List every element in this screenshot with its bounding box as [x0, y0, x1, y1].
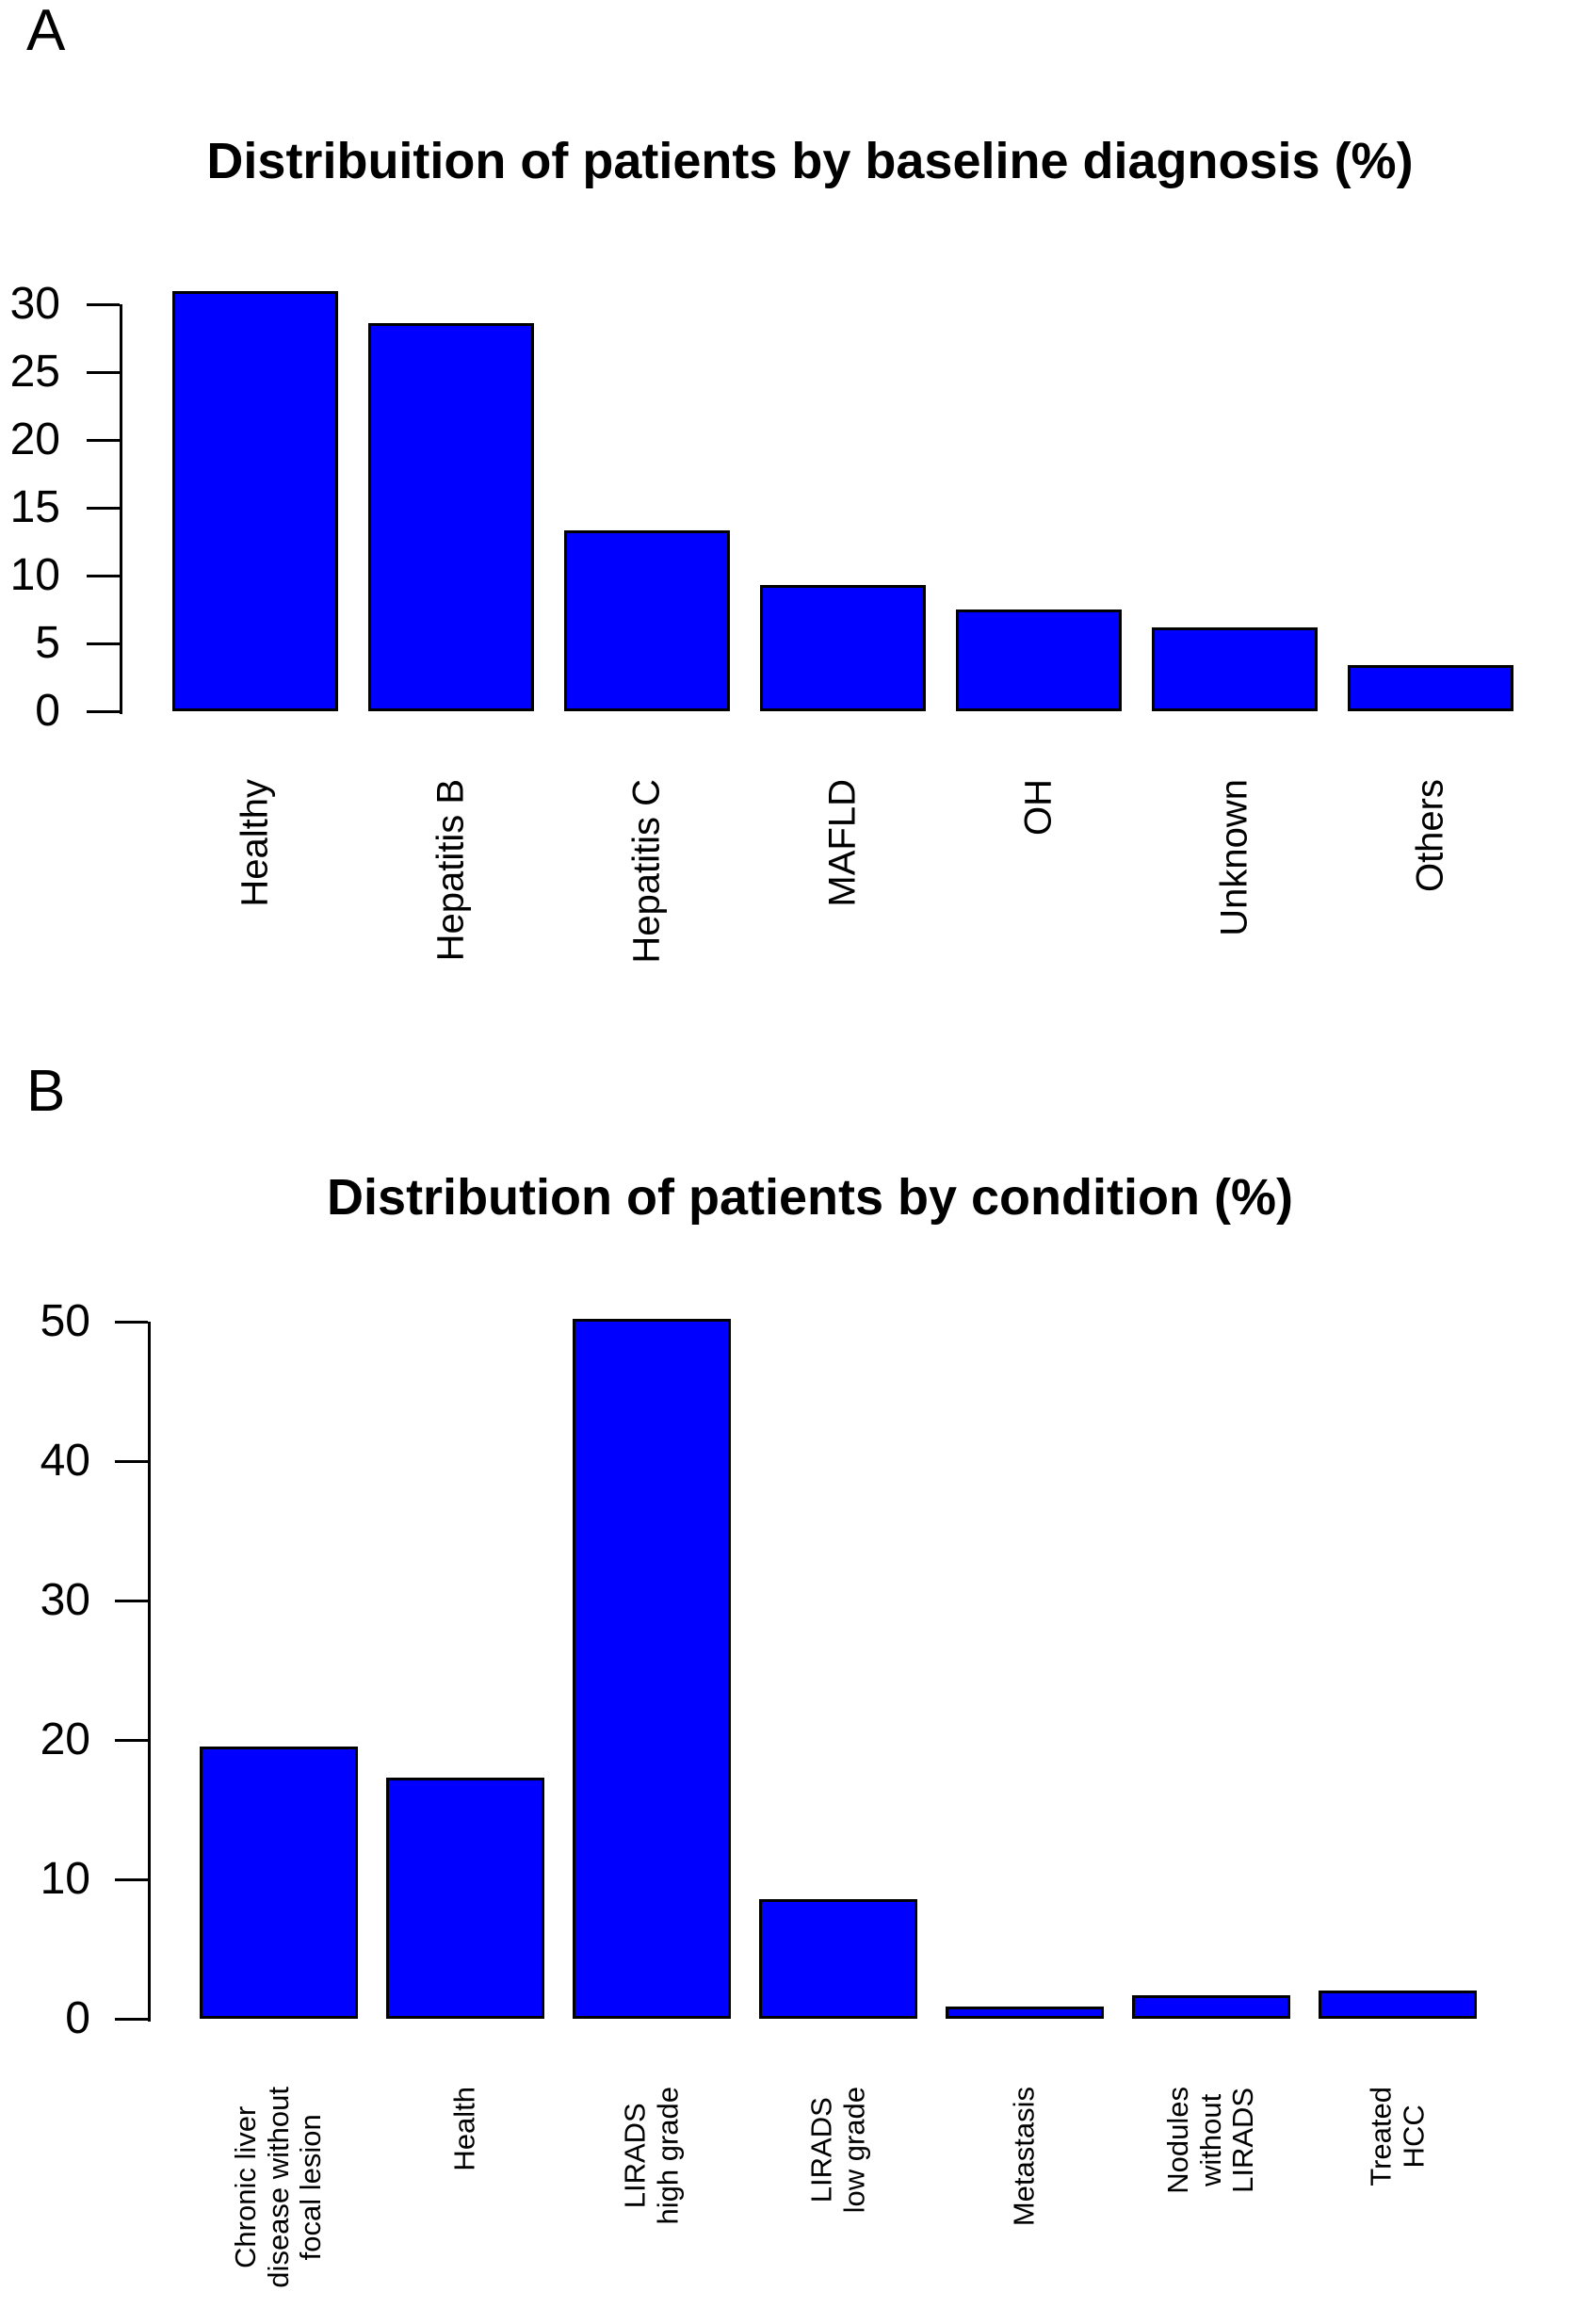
y-tick-mark: [87, 303, 120, 306]
chart-a-title: Distribuition of patients by baseline di…: [206, 133, 1414, 189]
bar-1: [386, 1778, 544, 2019]
y-tick-mark: [115, 1460, 148, 1463]
bar-3: [760, 585, 926, 711]
x-axis-label-2: LIRADS high grade: [618, 2087, 684, 2225]
y-tick-mark: [115, 1739, 148, 1742]
y-tick-label: 10: [40, 1854, 90, 1905]
y-tick-mark: [87, 710, 120, 713]
y-tick-mark: [115, 1878, 148, 1881]
bar-1: [368, 323, 534, 711]
y-tick-mark: [87, 439, 120, 442]
bar-2: [573, 1319, 731, 2019]
y-tick-label: 25: [9, 347, 60, 398]
bar-3: [759, 1899, 917, 2019]
bar-6: [1319, 1991, 1477, 2019]
panel-b-label: B: [26, 1059, 66, 1124]
y-tick-mark: [87, 507, 120, 510]
x-axis-label-5: Unknown: [1213, 779, 1255, 936]
x-axis-label-3: LIRADS low grade: [804, 2087, 870, 2214]
x-axis-label-4: Metastasis: [1007, 2087, 1041, 2227]
x-axis-label-4: OH: [1017, 779, 1060, 836]
x-axis-label-6: Treated HCC: [1364, 2087, 1430, 2186]
y-tick-label: 40: [40, 1436, 90, 1487]
bar-4: [956, 609, 1122, 711]
x-axis-label-5: Nodules without LIRADS: [1160, 2087, 1260, 2194]
x-axis-label-2: Hepatitis C: [625, 779, 668, 964]
x-axis-label-1: Health: [447, 2087, 481, 2171]
y-tick-mark: [87, 642, 120, 645]
y-tick-mark: [115, 1600, 148, 1602]
y-tick-label: 10: [9, 550, 60, 601]
x-axis-label-1: Hepatitis B: [429, 779, 472, 962]
y-tick-label: 30: [9, 279, 60, 330]
bar-5: [1132, 1995, 1290, 2019]
y-tick-mark: [115, 1321, 148, 1324]
y-tick-label: 20: [9, 414, 60, 465]
y-tick-label: 50: [40, 1296, 90, 1347]
y-tick-label: 30: [40, 1575, 90, 1626]
bar-4: [946, 2007, 1104, 2019]
y-tick-label: 15: [9, 482, 60, 533]
y-tick-mark: [87, 575, 120, 577]
bar-6: [1348, 665, 1513, 711]
panel-a-label: A: [26, 0, 66, 63]
bar-0: [172, 291, 338, 711]
y-axis-line: [148, 1322, 151, 2022]
y-tick-label: 0: [35, 686, 60, 737]
y-tick-mark: [115, 2018, 148, 2021]
x-axis-label-0: Healthy: [234, 779, 276, 907]
x-axis-label-6: Others: [1409, 779, 1451, 893]
bar-5: [1152, 627, 1318, 711]
bar-2: [564, 530, 730, 711]
x-axis-label-0: Chronic liver disease without focal lesi…: [228, 2087, 328, 2288]
bar-0: [200, 1747, 358, 2019]
y-axis-line: [120, 304, 122, 714]
y-tick-label: 20: [40, 1715, 90, 1765]
y-tick-label: 0: [65, 1993, 90, 2044]
y-tick-label: 5: [35, 618, 60, 669]
x-axis-label-3: MAFLD: [821, 779, 864, 907]
chart-b-title: Distribution of patients by condition (%…: [327, 1169, 1293, 1226]
y-tick-mark: [87, 371, 120, 374]
